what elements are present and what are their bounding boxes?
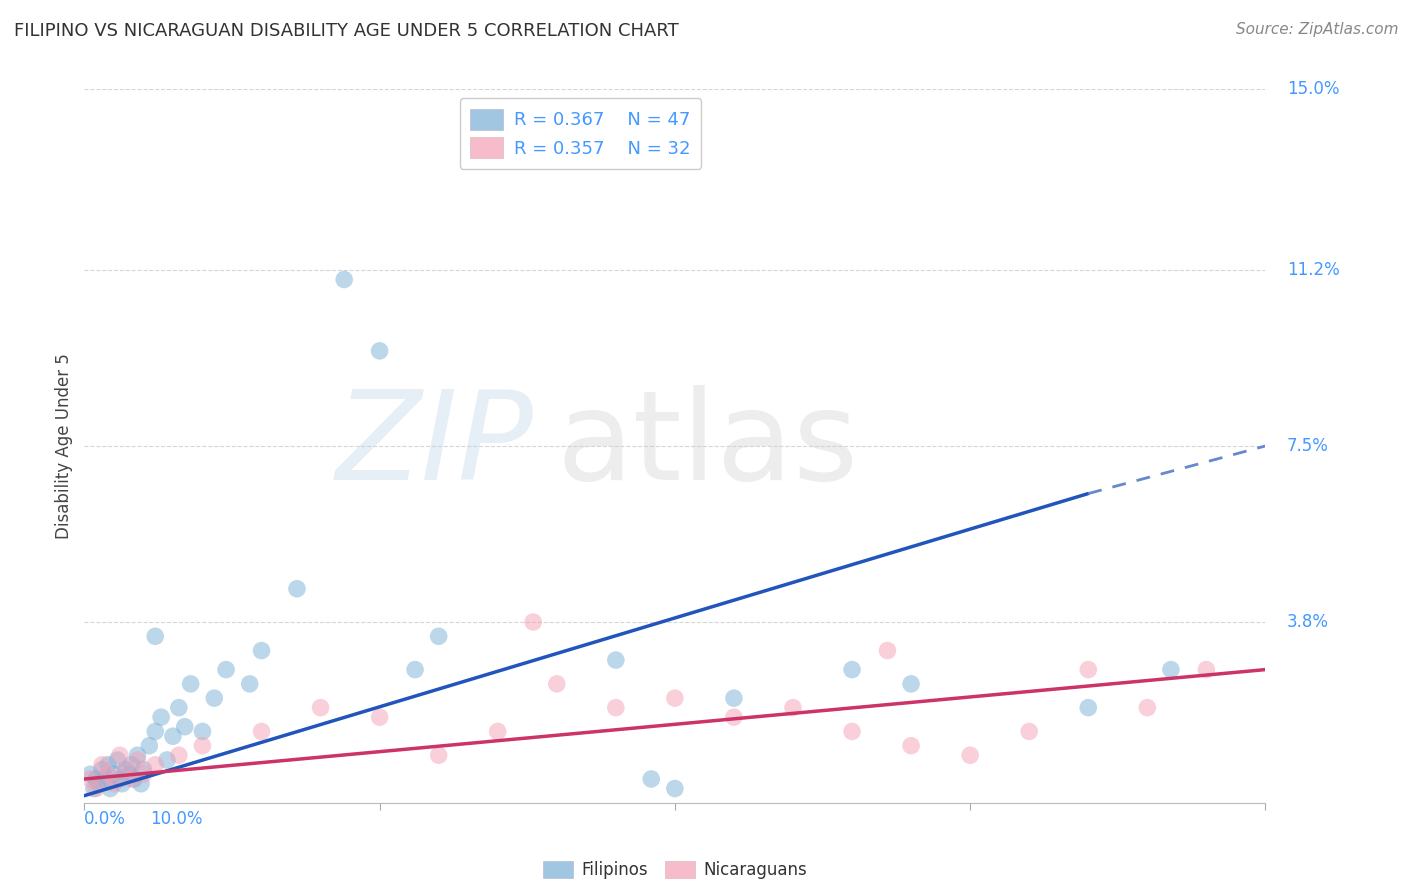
- Point: [202, 691, 225, 706]
- Text: ZIP: ZIP: [335, 385, 533, 507]
- Text: atlas: atlas: [557, 385, 859, 507]
- Point: [1160, 663, 1182, 677]
- Text: 10.0%: 10.0%: [150, 810, 202, 828]
- Point: [121, 757, 143, 772]
- Point: [127, 748, 149, 763]
- Point: [143, 724, 166, 739]
- Point: [404, 663, 426, 677]
- Text: 11.2%: 11.2%: [1286, 261, 1340, 279]
- Point: [114, 763, 136, 777]
- Point: [103, 767, 125, 781]
- Point: [664, 691, 686, 706]
- Point: [215, 663, 238, 677]
- Point: [162, 729, 184, 743]
- Point: [114, 763, 136, 777]
- Point: [486, 153, 509, 168]
- Point: [841, 663, 863, 677]
- Point: [127, 753, 149, 767]
- Point: [167, 748, 190, 763]
- Point: [79, 767, 101, 781]
- Point: [83, 781, 105, 796]
- Point: [664, 781, 686, 796]
- Point: [84, 772, 107, 786]
- Point: [876, 643, 898, 657]
- Point: [1077, 700, 1099, 714]
- Point: [108, 748, 131, 763]
- Point: [250, 643, 273, 657]
- Point: [132, 763, 155, 777]
- Point: [173, 720, 195, 734]
- Text: FILIPINO VS NICARAGUAN DISABILITY AGE UNDER 5 CORRELATION CHART: FILIPINO VS NICARAGUAN DISABILITY AGE UN…: [14, 22, 679, 40]
- Point: [522, 615, 544, 629]
- Text: 7.5%: 7.5%: [1286, 437, 1329, 455]
- Point: [723, 710, 745, 724]
- Point: [1077, 663, 1099, 677]
- Point: [97, 767, 120, 781]
- Point: [103, 777, 125, 791]
- Point: [87, 777, 110, 791]
- Point: [239, 677, 262, 691]
- Point: [1195, 663, 1218, 677]
- Text: 15.0%: 15.0%: [1286, 80, 1339, 98]
- Point: [91, 757, 114, 772]
- Point: [640, 772, 662, 786]
- Point: [111, 777, 134, 791]
- Text: 0.0%: 0.0%: [84, 810, 127, 828]
- Point: [841, 724, 863, 739]
- Point: [97, 757, 120, 772]
- Point: [486, 724, 509, 739]
- Legend: Filipinos, Nicaraguans: Filipinos, Nicaraguans: [534, 853, 815, 888]
- Point: [333, 272, 356, 286]
- Point: [191, 739, 214, 753]
- Point: [723, 691, 745, 706]
- Point: [427, 748, 450, 763]
- Point: [79, 772, 101, 786]
- Point: [180, 677, 202, 691]
- Point: [1018, 724, 1040, 739]
- Point: [368, 710, 391, 724]
- Point: [167, 700, 190, 714]
- Point: [143, 757, 166, 772]
- Point: [84, 781, 107, 796]
- Text: Source: ZipAtlas.com: Source: ZipAtlas.com: [1236, 22, 1399, 37]
- Point: [250, 724, 273, 739]
- Point: [107, 753, 129, 767]
- Point: [132, 767, 155, 781]
- Point: [191, 724, 214, 739]
- Point: [427, 629, 450, 643]
- Point: [98, 781, 121, 796]
- Y-axis label: Disability Age Under 5: Disability Age Under 5: [55, 353, 73, 539]
- Point: [143, 629, 166, 643]
- Point: [121, 772, 143, 786]
- Point: [546, 677, 568, 691]
- Point: [309, 700, 332, 714]
- Point: [94, 772, 117, 786]
- Point: [900, 677, 922, 691]
- Point: [156, 753, 179, 767]
- Point: [122, 772, 145, 786]
- Text: 3.8%: 3.8%: [1286, 613, 1329, 631]
- Point: [118, 767, 141, 781]
- Point: [1136, 700, 1159, 714]
- Point: [138, 739, 160, 753]
- Point: [900, 739, 922, 753]
- Point: [129, 777, 152, 791]
- Point: [368, 343, 391, 358]
- Point: [605, 700, 627, 714]
- Point: [605, 653, 627, 667]
- Point: [959, 748, 981, 763]
- Point: [150, 710, 173, 724]
- Point: [285, 582, 308, 596]
- Point: [782, 700, 804, 714]
- Point: [108, 772, 131, 786]
- Point: [91, 763, 114, 777]
